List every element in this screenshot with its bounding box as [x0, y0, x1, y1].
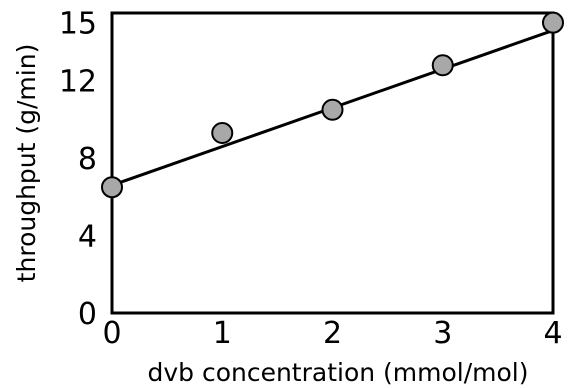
x-tick-label: 2 [323, 316, 342, 351]
points-layer [101, 11, 564, 199]
y-tick-label: 15 [59, 7, 97, 42]
x-tick-label: 3 [433, 316, 452, 351]
y-axis-label: throughput (g/min) [12, 44, 41, 283]
data-point [101, 176, 123, 199]
x-tick-labels: 0 1 2 3 4 [102, 316, 562, 351]
data-point [211, 122, 234, 144]
x-axis-label: dvb concentration (mmol/mol) [147, 358, 528, 387]
x-tick-label: 1 [213, 316, 232, 351]
y-tick-label: 12 [59, 65, 97, 100]
plot-frame [110, 11, 555, 315]
data-point [431, 54, 454, 77]
data-point [542, 11, 564, 34]
x-tick-label: 4 [543, 316, 562, 351]
x-tick-label: 0 [102, 316, 121, 351]
y-tick-labels: 0 4 8 12 15 [59, 7, 97, 332]
y-tick-label: 8 [78, 142, 97, 177]
y-tick-label: 4 [78, 220, 97, 255]
y-tick-label: 0 [78, 297, 97, 332]
data-point [321, 98, 344, 121]
